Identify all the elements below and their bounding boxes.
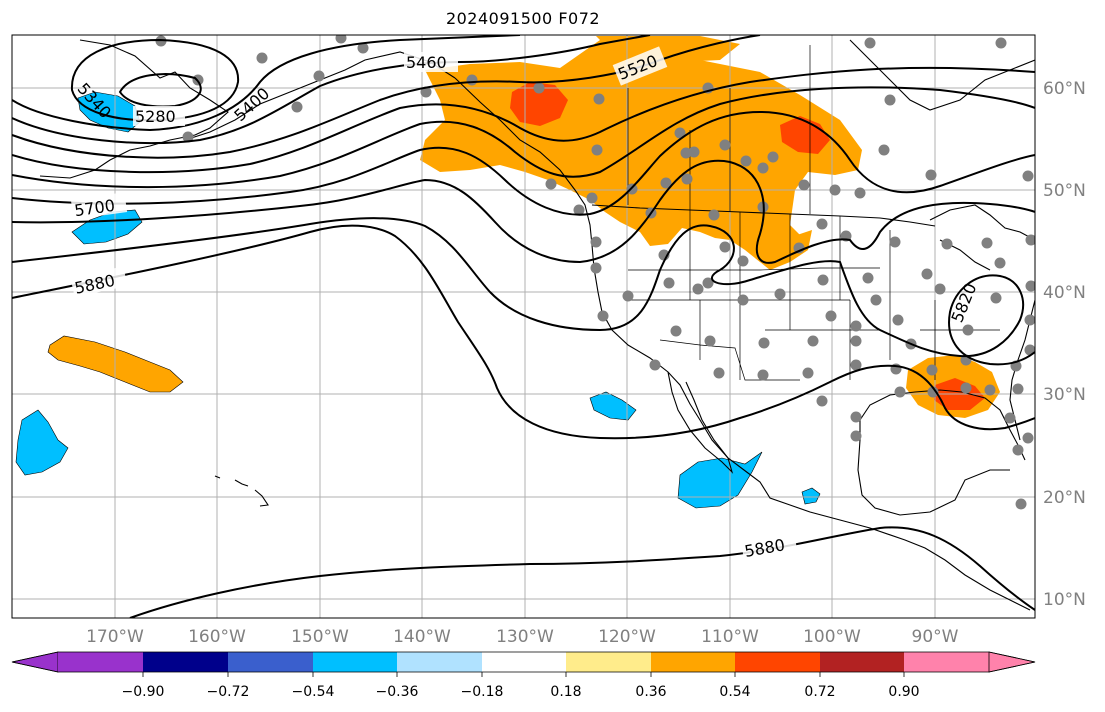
lat-label: 10°N xyxy=(1043,590,1086,610)
colorbar-outline xyxy=(11,651,1036,673)
contour-5640 xyxy=(12,86,1035,189)
colorbar-segment xyxy=(820,652,904,672)
contour-alaska-low xyxy=(70,38,240,122)
negative-anomaly-region-small xyxy=(801,487,821,505)
colorbar-tick-label: −0.18 xyxy=(461,684,504,700)
lon-label: 120°W xyxy=(598,627,656,647)
contour-label-5460: 5460 xyxy=(406,53,447,72)
negative-anomaly-region-pacific-north xyxy=(71,209,143,245)
contour-labels: 5460 5520 5340 5280 5400 5700 5880 5820 … xyxy=(70,46,980,561)
colorbar-tick-label: 0.72 xyxy=(804,684,835,700)
lon-label: 150°W xyxy=(291,627,349,647)
lon-label: 90°W xyxy=(912,627,959,647)
lat-label: 20°N xyxy=(1043,488,1086,508)
colorbar-segment xyxy=(397,652,482,672)
colorbar-tick-label: 0.90 xyxy=(888,684,919,700)
map-layers: 5460 5520 5340 5280 5400 5700 5880 5820 … xyxy=(12,35,1035,618)
contour-5880 xyxy=(12,224,1035,440)
map-title: 2024091500 F072 xyxy=(445,9,601,28)
colorbar-segment xyxy=(313,652,397,672)
colorbar-tick-label: −0.72 xyxy=(207,684,250,700)
colorbar: −0.90 −0.72 −0.54 −0.36 −0.18 0.18 0.36 … xyxy=(11,651,1036,700)
contour-5700 xyxy=(12,110,1035,216)
lat-label: 30°N xyxy=(1043,385,1086,405)
colorbar-tick-label: −0.36 xyxy=(376,684,419,700)
hawaii-islands xyxy=(214,475,269,507)
contour-5760 xyxy=(12,159,1035,264)
contour-alaska-low-inner xyxy=(118,73,202,108)
station-dots xyxy=(155,35,1035,510)
colorbar-segment xyxy=(904,652,989,672)
lon-label: 110°W xyxy=(701,627,759,647)
colorbar-tick-label: 0.54 xyxy=(719,684,750,700)
colorbar-extend-left xyxy=(11,651,59,673)
colorbar-segment xyxy=(651,652,735,672)
colorbar-tick-label: −0.54 xyxy=(292,684,335,700)
colorbar-tick-label: 0.18 xyxy=(550,684,581,700)
coast-baja xyxy=(667,371,734,474)
lat-label: 50°N xyxy=(1043,181,1086,201)
positive-anomaly-region-top xyxy=(596,36,740,62)
colorbar-segment xyxy=(566,652,651,672)
contour-5820 xyxy=(12,217,1035,366)
contour-5460 xyxy=(12,35,651,144)
latitude-labels: 60°N 50°N 40°N 30°N 20°N 10°N xyxy=(1043,79,1086,610)
map-frame xyxy=(11,34,1036,619)
colorbar-segment xyxy=(228,652,313,672)
coast-westcoast xyxy=(454,77,1031,611)
colorbar-segment xyxy=(143,652,228,672)
colorbar-tick-label: −0.90 xyxy=(122,684,165,700)
strong-anomaly-region-2 xyxy=(780,116,830,154)
contour-5400 xyxy=(12,35,521,132)
colorbar-segment xyxy=(482,652,566,672)
colorbar-segment xyxy=(735,652,820,672)
height-contours xyxy=(12,35,1035,618)
lon-label: 100°W xyxy=(803,627,861,647)
negative-anomaly-region-mexico xyxy=(677,451,763,509)
coast-hudson xyxy=(849,39,1035,111)
lat-label: 60°N xyxy=(1043,79,1086,99)
lon-label: 140°W xyxy=(393,627,451,647)
coast-gulf xyxy=(857,389,1026,516)
lon-label: 130°W xyxy=(496,627,554,647)
lon-label: 170°W xyxy=(86,627,144,647)
contour-5580 xyxy=(12,66,1035,174)
negative-anomaly-region-alaska xyxy=(77,91,141,133)
colorbar-segment xyxy=(58,652,143,672)
colorbar-extend-right xyxy=(988,651,1036,673)
colorbar-tick-label: 0.36 xyxy=(635,684,666,700)
negative-anomaly-region-pacific-west xyxy=(15,409,69,476)
contour-5880-south xyxy=(129,526,1035,618)
contour-label-5280: 5280 xyxy=(135,107,176,126)
positive-anomaly-region-rockies xyxy=(752,230,812,270)
anomaly-shading xyxy=(15,36,1000,509)
lon-label: 160°W xyxy=(188,627,246,647)
negative-anomaly-region-baja xyxy=(589,391,637,421)
lat-label: 40°N xyxy=(1043,283,1086,303)
longitude-labels: 170°W 160°W 150°W 140°W 130°W 120°W 110°… xyxy=(86,627,959,647)
